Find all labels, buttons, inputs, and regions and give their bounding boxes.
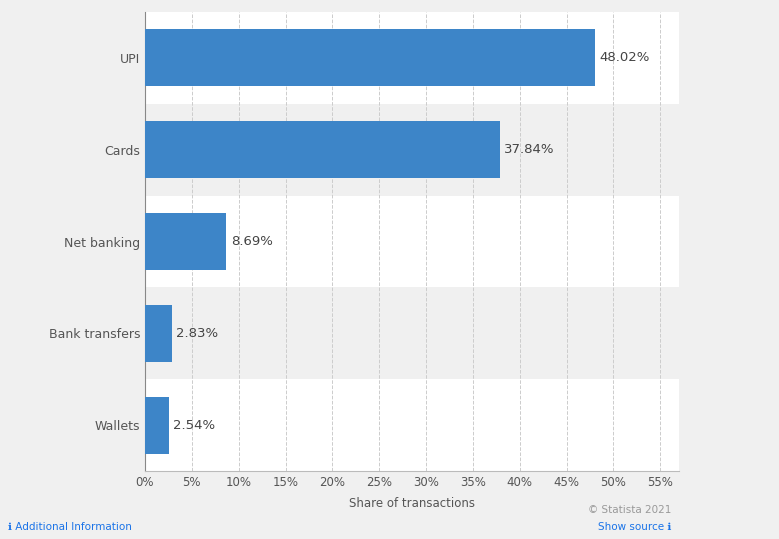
- Bar: [145, 287, 679, 379]
- Text: 2.83%: 2.83%: [176, 327, 218, 340]
- Text: 2.54%: 2.54%: [174, 419, 216, 432]
- Bar: [145, 196, 679, 287]
- Bar: [145, 379, 679, 471]
- Text: Show source ℹ: Show source ℹ: [597, 522, 671, 532]
- Bar: [145, 12, 679, 104]
- Text: 48.02%: 48.02%: [600, 51, 650, 64]
- Text: © Statista 2021: © Statista 2021: [588, 505, 671, 515]
- Bar: [145, 213, 227, 270]
- Bar: [145, 305, 171, 362]
- X-axis label: Share of transactions: Share of transactions: [349, 497, 475, 510]
- Bar: [145, 397, 169, 453]
- Text: 8.69%: 8.69%: [231, 235, 273, 248]
- Text: ℹ Additional Information: ℹ Additional Information: [8, 522, 132, 532]
- Bar: [145, 104, 679, 196]
- Text: 37.84%: 37.84%: [504, 143, 555, 156]
- Bar: [145, 30, 595, 86]
- Bar: [145, 121, 499, 178]
